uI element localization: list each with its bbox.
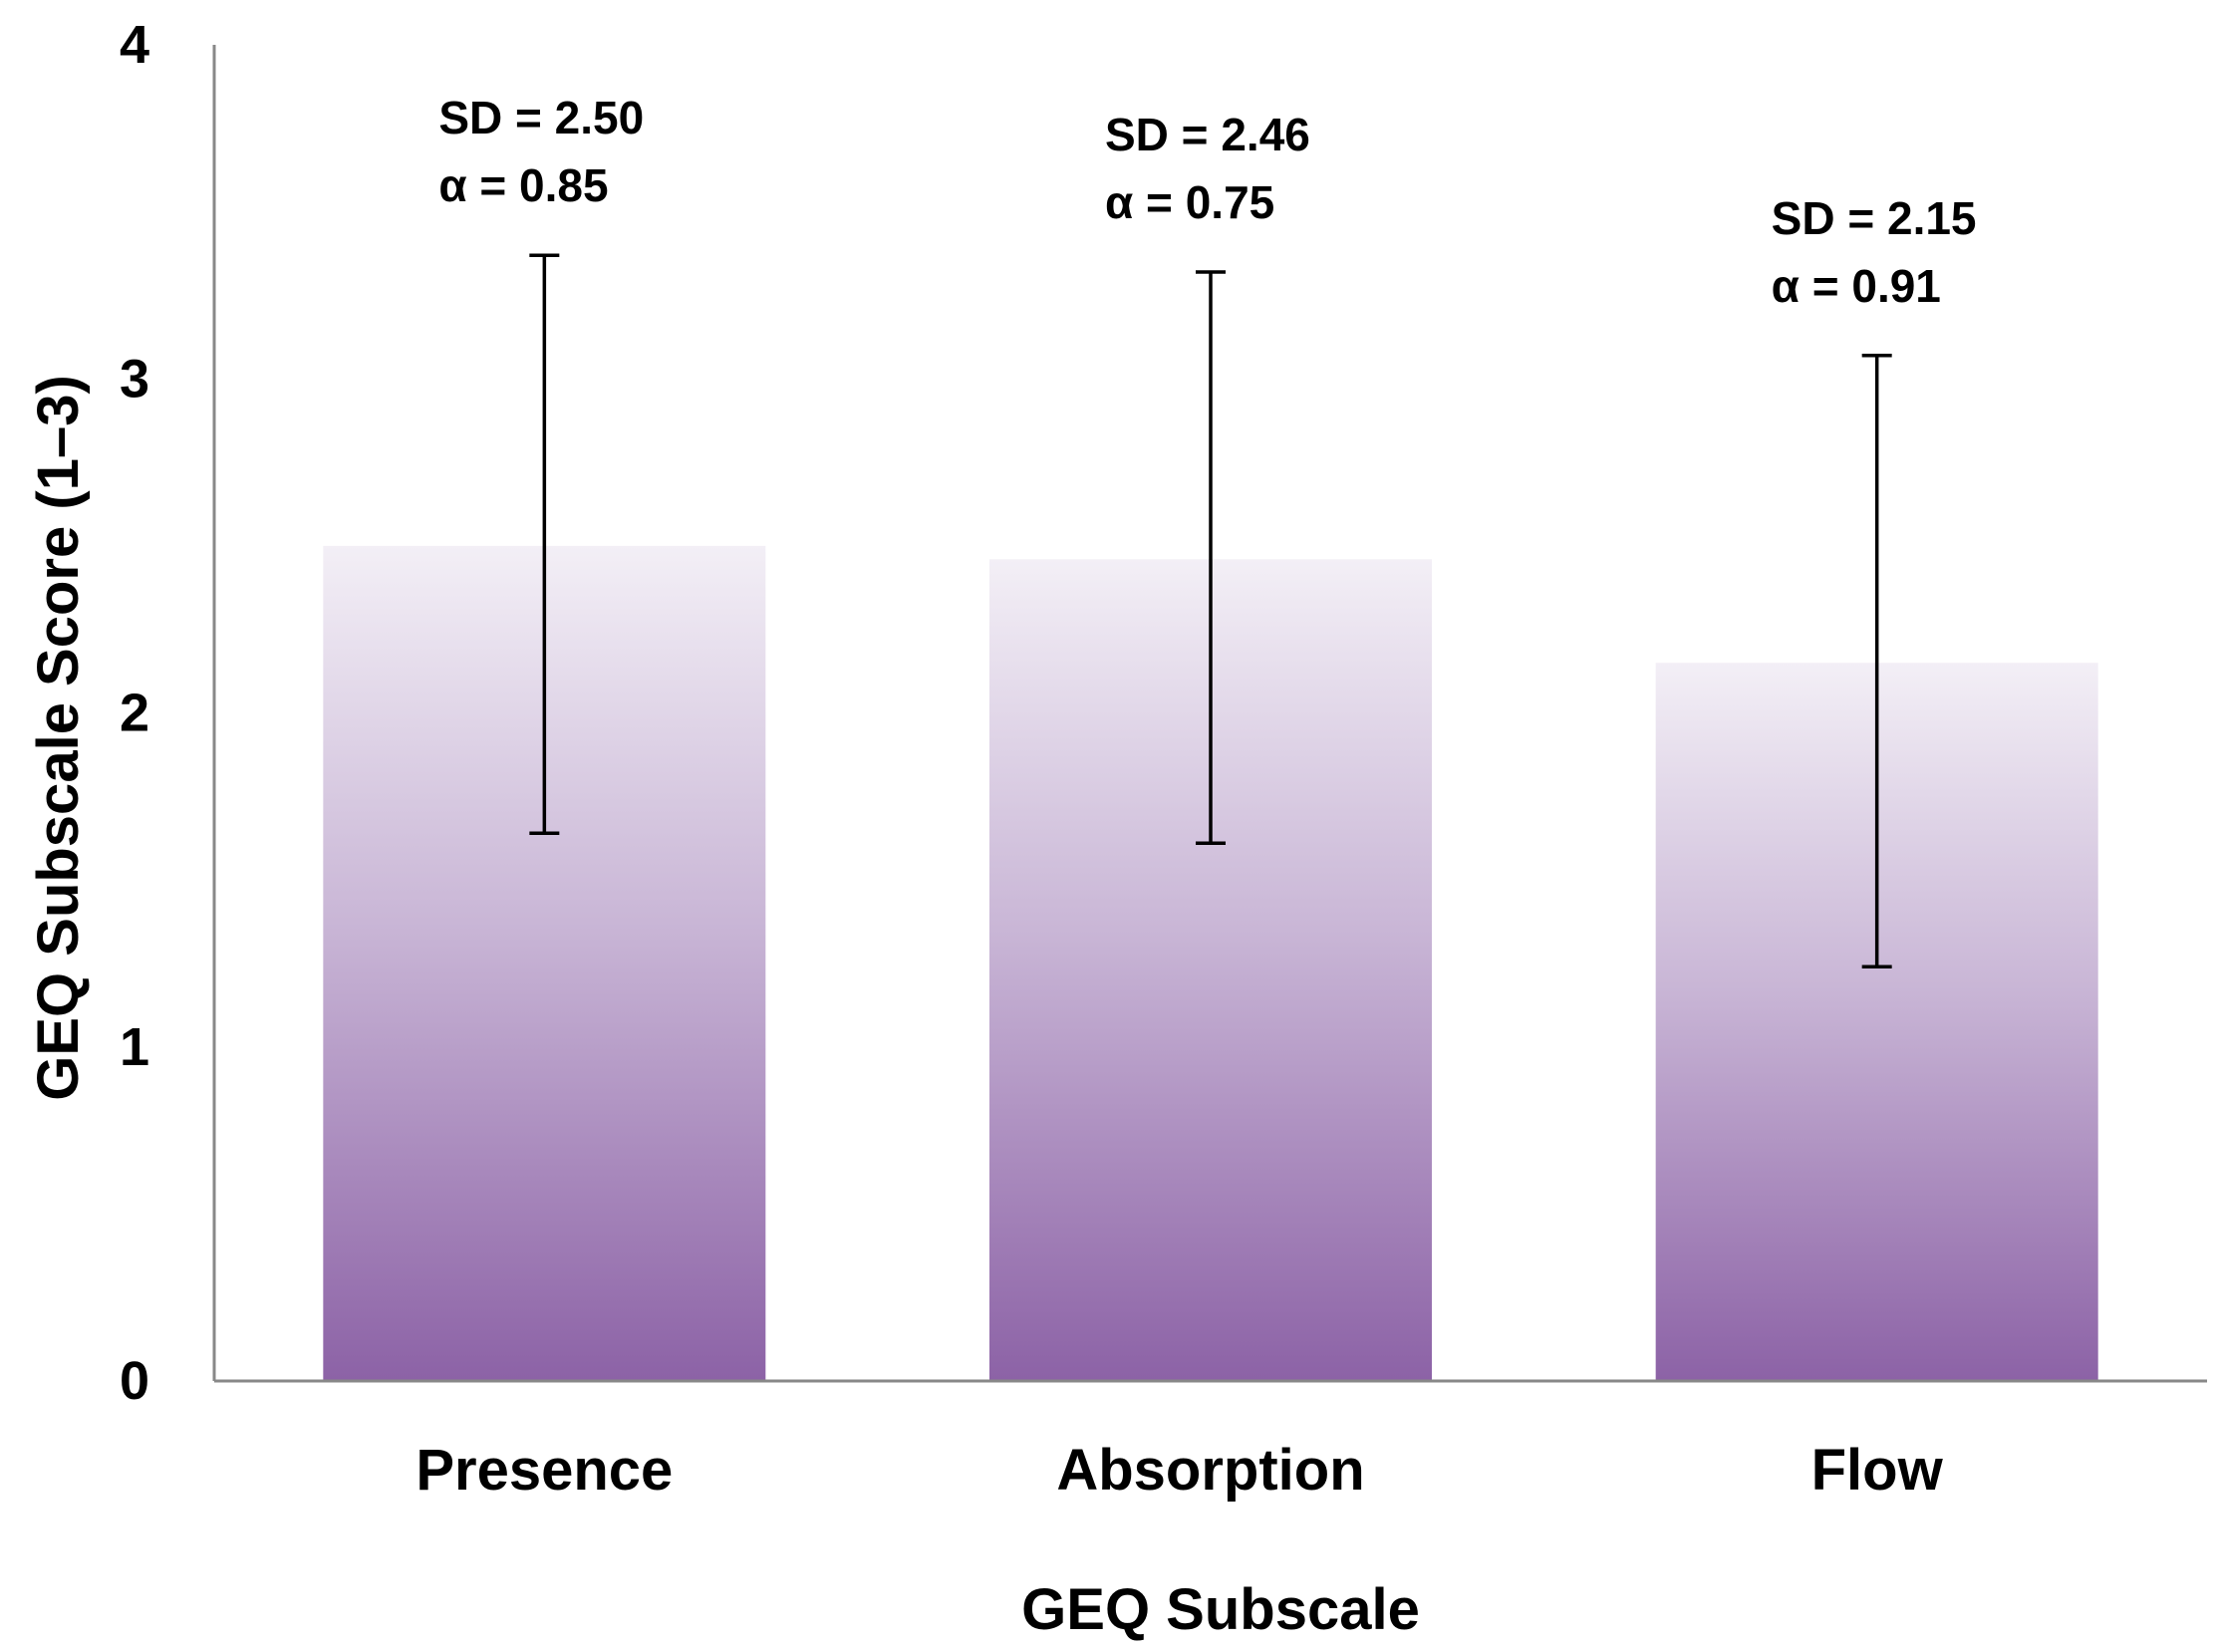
- annotation-sd-absorption: SD = 2.46: [1105, 109, 1310, 160]
- category-label-presence: Presence: [416, 1438, 673, 1503]
- y-tick-label-2: 2: [120, 684, 149, 743]
- category-labels: Presence Absorption Flow: [416, 1438, 1943, 1503]
- y-axis-title: GEQ Subscale Score (1–3): [26, 375, 91, 1101]
- x-axis-title: GEQ Subscale: [1021, 1577, 1420, 1642]
- error-bars-layer: [529, 253, 1892, 969]
- error-bar-presence: [529, 253, 560, 835]
- annotation-alpha-absorption: α = 0.75: [1105, 176, 1274, 228]
- annotation-alpha-presence: α = 0.85: [438, 159, 608, 211]
- annotation-sd-presence: SD = 2.50: [438, 92, 644, 143]
- y-tick-label-1: 1: [120, 1017, 149, 1077]
- category-label-absorption: Absorption: [1056, 1438, 1364, 1503]
- y-tick-labels: 0 1 2 3 4: [120, 15, 149, 1411]
- axes-layer: [212, 45, 2207, 1383]
- annotations-layer: SD = 2.50 α = 0.85 SD = 2.46 α = 0.75 SD = 2…: [438, 92, 1976, 312]
- error-bar-absorption: [1196, 270, 1226, 845]
- annotation-sd-flow: SD = 2.15: [1772, 192, 1977, 244]
- category-label-flow: Flow: [1811, 1438, 1944, 1503]
- y-tick-label-3: 3: [120, 349, 149, 409]
- annotation-alpha-flow: α = 0.91: [1772, 260, 1941, 312]
- y-tick-label-0: 0: [120, 1351, 149, 1411]
- error-bar-flow: [1861, 354, 1892, 969]
- y-tick-label-4: 4: [120, 15, 149, 75]
